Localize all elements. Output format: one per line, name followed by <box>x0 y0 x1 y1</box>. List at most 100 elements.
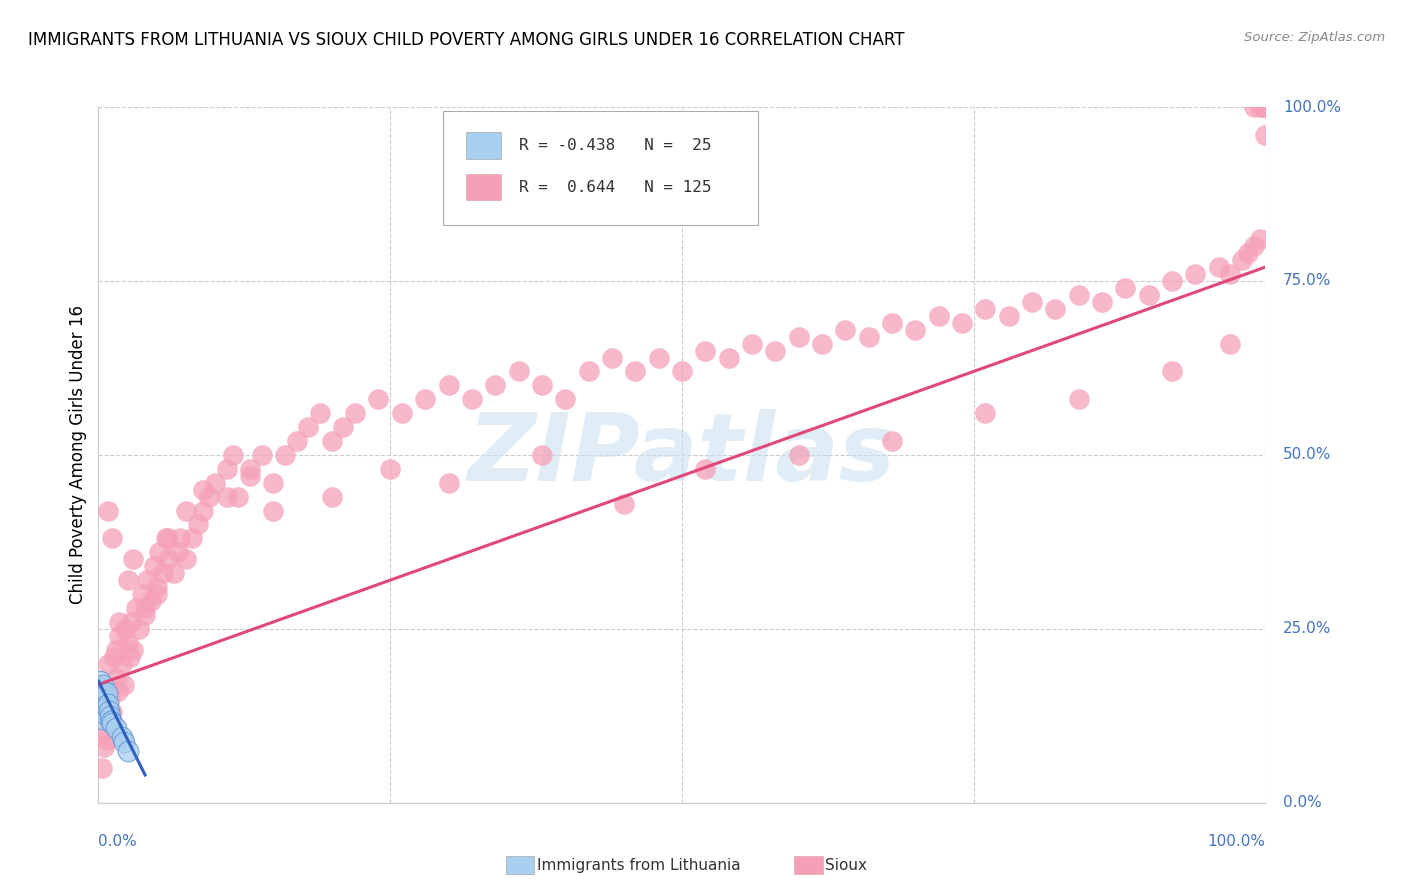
Point <box>578 364 600 378</box>
Text: R =  0.644   N = 125: R = 0.644 N = 125 <box>519 179 711 194</box>
Point <box>134 607 156 622</box>
Point <box>904 323 927 337</box>
Point <box>1243 100 1265 114</box>
Point <box>148 545 170 559</box>
Point <box>111 657 134 671</box>
Point <box>530 448 553 462</box>
Point <box>117 573 139 587</box>
Point <box>204 475 226 490</box>
Point <box>111 730 134 744</box>
Point <box>1067 392 1090 407</box>
Point <box>600 351 623 365</box>
Text: 25.0%: 25.0% <box>1282 622 1331 636</box>
FancyBboxPatch shape <box>443 111 758 226</box>
Point <box>118 649 141 664</box>
Point <box>1237 246 1260 260</box>
FancyBboxPatch shape <box>465 132 501 159</box>
Point <box>101 715 124 730</box>
Point <box>671 364 693 378</box>
Point <box>624 364 647 378</box>
Point <box>484 378 506 392</box>
Point <box>1254 100 1277 114</box>
Point <box>880 316 903 330</box>
Point <box>94 693 117 707</box>
Point <box>180 532 202 546</box>
Text: ZIPatlas: ZIPatlas <box>468 409 896 501</box>
Point <box>239 462 262 476</box>
Point <box>1137 288 1160 302</box>
Point <box>221 448 243 462</box>
Point <box>1251 100 1274 114</box>
Point <box>120 615 142 629</box>
Point <box>108 615 131 629</box>
Text: 0.0%: 0.0% <box>98 834 138 849</box>
Point <box>117 636 139 650</box>
Point <box>950 316 973 330</box>
Point <box>125 601 148 615</box>
Point <box>274 448 297 462</box>
Point <box>391 406 413 420</box>
Point <box>166 545 188 559</box>
Point <box>695 462 717 476</box>
Point <box>1161 364 1184 378</box>
Point <box>146 580 169 594</box>
Point <box>297 420 319 434</box>
Point <box>90 698 112 713</box>
Point <box>332 420 354 434</box>
Point <box>198 490 221 504</box>
Point <box>880 434 903 448</box>
Point <box>174 503 197 517</box>
Point <box>139 594 162 608</box>
Point <box>100 714 122 728</box>
Point <box>321 490 343 504</box>
Point <box>928 309 950 323</box>
Point <box>122 552 145 566</box>
Point <box>90 726 112 740</box>
Point <box>157 552 180 566</box>
Point <box>97 704 120 718</box>
Point <box>101 706 124 720</box>
Point <box>104 642 127 657</box>
Text: 100.0%: 100.0% <box>1282 100 1341 114</box>
Text: 0.0%: 0.0% <box>1282 796 1322 810</box>
Point <box>157 532 180 546</box>
Point <box>1219 267 1241 281</box>
Point <box>1045 301 1067 316</box>
Point <box>93 702 115 716</box>
Point <box>380 462 402 476</box>
Point <box>344 406 367 420</box>
Point <box>136 573 159 587</box>
Point <box>367 392 389 407</box>
Point <box>96 686 118 700</box>
Point <box>98 708 121 723</box>
Text: 75.0%: 75.0% <box>1282 274 1331 288</box>
Point <box>811 336 834 351</box>
Point <box>143 559 166 574</box>
Point <box>1021 294 1043 309</box>
Point <box>114 622 136 636</box>
Point <box>187 517 209 532</box>
Point <box>93 688 115 702</box>
Point <box>215 462 238 476</box>
Point <box>1208 260 1230 274</box>
Point <box>285 434 308 448</box>
Point <box>1243 239 1265 253</box>
Point <box>1067 288 1090 302</box>
Point <box>741 336 763 351</box>
Point <box>193 503 215 517</box>
Point <box>96 733 118 747</box>
Point <box>117 744 139 758</box>
Point <box>90 684 112 698</box>
Point <box>763 343 786 358</box>
Text: 100.0%: 100.0% <box>1208 834 1265 849</box>
Point <box>508 364 530 378</box>
Point <box>1184 267 1206 281</box>
Point <box>146 587 169 601</box>
Point <box>554 392 576 407</box>
Point <box>96 699 118 714</box>
Point <box>103 649 125 664</box>
Point <box>163 566 186 581</box>
Point <box>90 761 112 775</box>
Point <box>97 503 120 517</box>
Point <box>174 552 197 566</box>
